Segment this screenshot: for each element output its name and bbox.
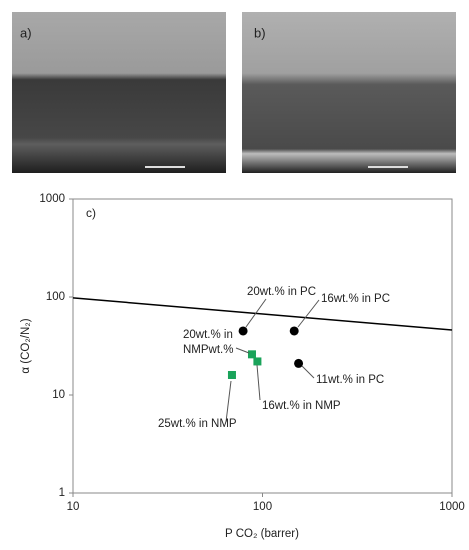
plot-frame <box>72 198 453 494</box>
data-point <box>227 370 236 379</box>
sem-image-b <box>242 12 456 173</box>
data-point <box>289 326 299 336</box>
leader-line <box>256 364 261 401</box>
leader-line <box>297 299 320 328</box>
leader-line <box>225 380 232 423</box>
annotation: NMPwt.% <box>183 344 233 356</box>
annotation: 25wt.% in NMP <box>158 418 237 430</box>
annotation: 11wt.% in PC <box>316 374 384 386</box>
data-point <box>253 357 262 366</box>
x-tick-label: 10 <box>67 501 80 513</box>
panel-label: b) <box>254 25 266 40</box>
scale-bar <box>368 166 408 168</box>
x-tick-label: 100 <box>253 501 272 513</box>
leader-line <box>245 298 267 328</box>
annotation: 20wt.% in <box>183 329 233 341</box>
data-point <box>294 358 304 368</box>
y-tick-label: 10 <box>52 389 65 401</box>
annotation: 16wt.% in PC <box>321 293 390 305</box>
scale-bar <box>145 166 185 168</box>
y-tick-label: 1000 <box>39 193 65 205</box>
leader-line <box>235 347 250 354</box>
x-tick-label: 1000 <box>439 501 465 513</box>
y-axis-label: α (CO₂/N₂) <box>20 318 32 373</box>
sem-image-a <box>12 12 226 173</box>
annotation: 16wt.% in NMP <box>262 400 341 412</box>
trend-line <box>72 297 453 331</box>
panel-label: c) <box>86 206 96 220</box>
y-tick-label: 100 <box>46 291 65 303</box>
x-axis-label: P CO₂ (barrer) <box>225 528 299 540</box>
panel-label: a) <box>20 25 32 40</box>
data-point <box>238 326 248 336</box>
data-point <box>247 350 256 359</box>
y-tick-label: 1 <box>59 487 65 499</box>
annotation: 20wt.% in PC <box>247 286 316 298</box>
leader-line <box>301 365 315 379</box>
